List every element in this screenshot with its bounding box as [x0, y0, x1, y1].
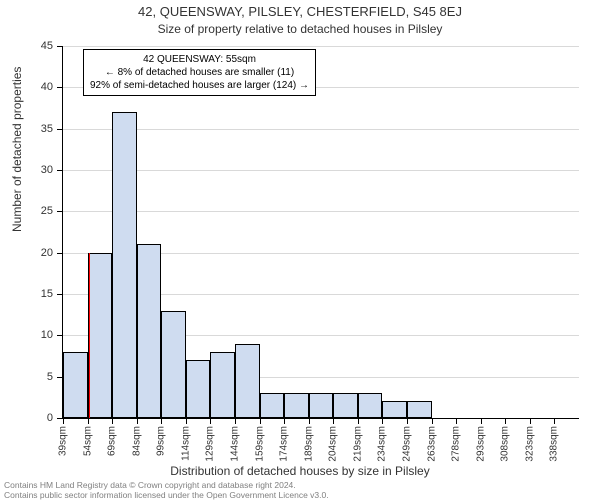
y-tick-label: 30	[41, 164, 53, 176]
annotation-line: 42 QUEENSWAY: 55sqm	[90, 53, 309, 66]
histogram-bar	[112, 112, 137, 418]
grid-line	[63, 211, 579, 212]
histogram-bar	[161, 311, 186, 418]
grid-line	[63, 129, 579, 130]
annotation-box: 42 QUEENSWAY: 55sqm← 8% of detached hous…	[83, 49, 316, 96]
y-tick	[57, 129, 63, 130]
x-tick	[505, 418, 506, 424]
y-tick-label: 20	[41, 247, 53, 259]
footer-line: Contains HM Land Registry data © Crown c…	[4, 480, 596, 490]
x-tick-label: 234sqm	[377, 426, 388, 462]
histogram-bar	[358, 393, 383, 418]
y-tick	[57, 253, 63, 254]
x-tick-label: 293sqm	[475, 426, 486, 462]
annotation-line: 92% of semi-detached houses are larger (…	[90, 79, 309, 92]
histogram-bar	[137, 244, 162, 418]
grid-line	[63, 170, 579, 171]
histogram-bar	[284, 393, 309, 418]
histogram-bar	[382, 401, 407, 418]
x-tick-label: 129sqm	[205, 426, 216, 462]
x-tick-label: 278sqm	[451, 426, 462, 462]
x-tick	[554, 418, 555, 424]
x-tick-label: 99sqm	[156, 426, 167, 456]
y-tick-label: 45	[41, 40, 53, 52]
histogram-bar	[235, 344, 260, 418]
x-tick	[63, 418, 64, 424]
x-tick	[481, 418, 482, 424]
x-tick-label: 69sqm	[107, 426, 118, 456]
x-tick	[432, 418, 433, 424]
histogram-bar	[260, 393, 285, 418]
attribution-footer: Contains HM Land Registry data © Crown c…	[4, 480, 596, 500]
y-tick-label: 40	[41, 81, 53, 93]
x-tick-label: 308sqm	[500, 426, 511, 462]
x-tick	[161, 418, 162, 424]
chart-title: 42, QUEENSWAY, PILSLEY, CHESTERFIELD, S4…	[0, 4, 600, 19]
y-axis-label: Number of detached properties	[10, 67, 24, 232]
x-tick	[333, 418, 334, 424]
x-tick	[530, 418, 531, 424]
x-tick-label: 39sqm	[58, 426, 69, 456]
chart-subtitle: Size of property relative to detached ho…	[0, 22, 600, 36]
x-tick	[456, 418, 457, 424]
x-tick	[284, 418, 285, 424]
histogram-bar	[88, 253, 113, 418]
y-tick	[57, 87, 63, 88]
x-tick-label: 219sqm	[352, 426, 363, 462]
y-tick-label: 0	[47, 412, 53, 424]
x-tick-label: 263sqm	[426, 426, 437, 462]
x-tick-label: 159sqm	[254, 426, 265, 462]
histogram-bar	[309, 393, 334, 418]
y-tick-label: 15	[41, 288, 53, 300]
y-tick-label: 5	[47, 371, 53, 383]
x-tick	[88, 418, 89, 424]
y-tick-label: 25	[41, 205, 53, 217]
y-tick	[57, 211, 63, 212]
x-tick	[309, 418, 310, 424]
plot-area: 05101520253035404539sqm54sqm69sqm84sqm99…	[62, 46, 579, 419]
x-tick-label: 114sqm	[180, 426, 191, 461]
grid-line	[63, 46, 579, 47]
x-tick-label: 249sqm	[402, 426, 413, 462]
footer-line: Contains public sector information licen…	[4, 490, 596, 500]
y-tick	[57, 46, 63, 47]
x-tick-label: 338sqm	[549, 426, 560, 462]
y-tick-label: 35	[41, 123, 53, 135]
x-tick-label: 54sqm	[82, 426, 93, 456]
x-tick-label: 84sqm	[131, 426, 142, 456]
histogram-bar	[407, 401, 432, 418]
x-tick	[137, 418, 138, 424]
x-tick	[407, 418, 408, 424]
histogram-bar	[186, 360, 211, 418]
annotation-line: ← 8% of detached houses are smaller (11)	[90, 66, 309, 79]
y-tick-label: 10	[41, 329, 53, 341]
histogram-bar	[210, 352, 235, 418]
x-tick	[382, 418, 383, 424]
x-tick	[210, 418, 211, 424]
x-tick-label: 174sqm	[279, 426, 290, 462]
histogram-bar	[333, 393, 358, 418]
x-tick-label: 323sqm	[524, 426, 535, 462]
marker-line	[89, 253, 90, 418]
y-tick	[57, 294, 63, 295]
x-tick	[235, 418, 236, 424]
y-tick	[57, 335, 63, 336]
x-axis-label: Distribution of detached houses by size …	[0, 464, 600, 478]
x-tick-label: 204sqm	[328, 426, 339, 462]
y-tick	[57, 170, 63, 171]
histogram-bar	[63, 352, 88, 418]
x-tick-label: 189sqm	[303, 426, 314, 462]
x-tick	[186, 418, 187, 424]
x-tick	[358, 418, 359, 424]
x-tick	[260, 418, 261, 424]
x-tick-label: 144sqm	[230, 426, 241, 462]
x-tick	[112, 418, 113, 424]
